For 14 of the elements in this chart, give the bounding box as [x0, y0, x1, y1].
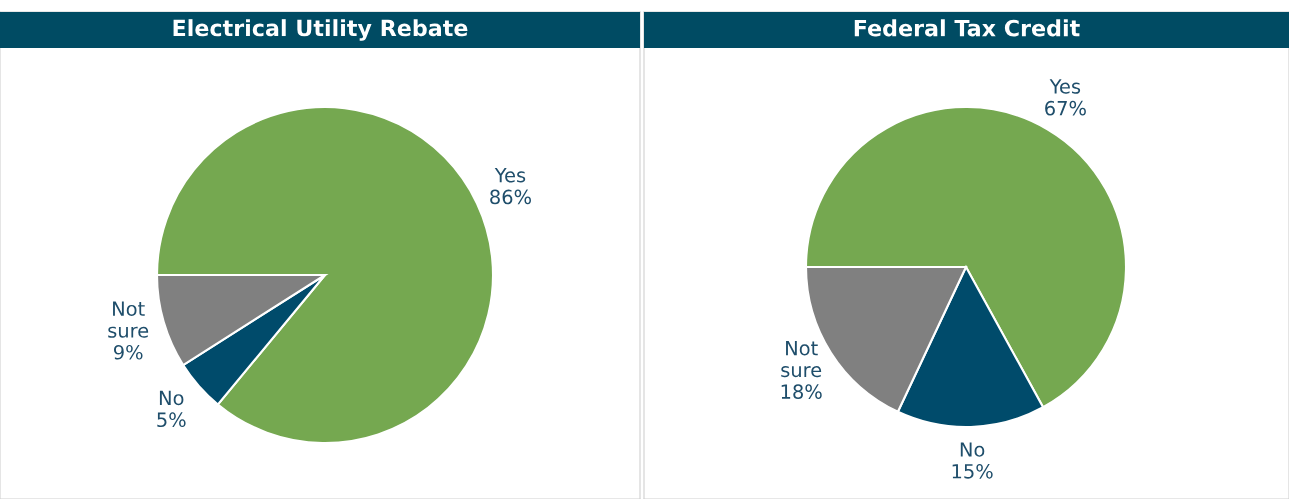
- chart-title: Electrical Utility Rebate: [173, 19, 468, 41]
- slice-label: Not sure: [781, 341, 822, 378]
- data-label: 5%: [157, 412, 186, 428]
- data-label: 18%: [781, 384, 822, 400]
- data-label: 15%: [952, 463, 993, 479]
- slice-label: Yes: [1049, 79, 1081, 94]
- data-label: 86%: [490, 189, 531, 205]
- slice-label: Yes: [494, 168, 526, 183]
- data-label: 67%: [1045, 100, 1086, 116]
- data-label: 9%: [113, 344, 143, 360]
- slice-label: No: [159, 390, 184, 406]
- slice-label: No: [960, 442, 985, 457]
- chart-title: Federal Tax Credit: [854, 19, 1080, 37]
- slice-label: Not sure: [108, 301, 149, 338]
